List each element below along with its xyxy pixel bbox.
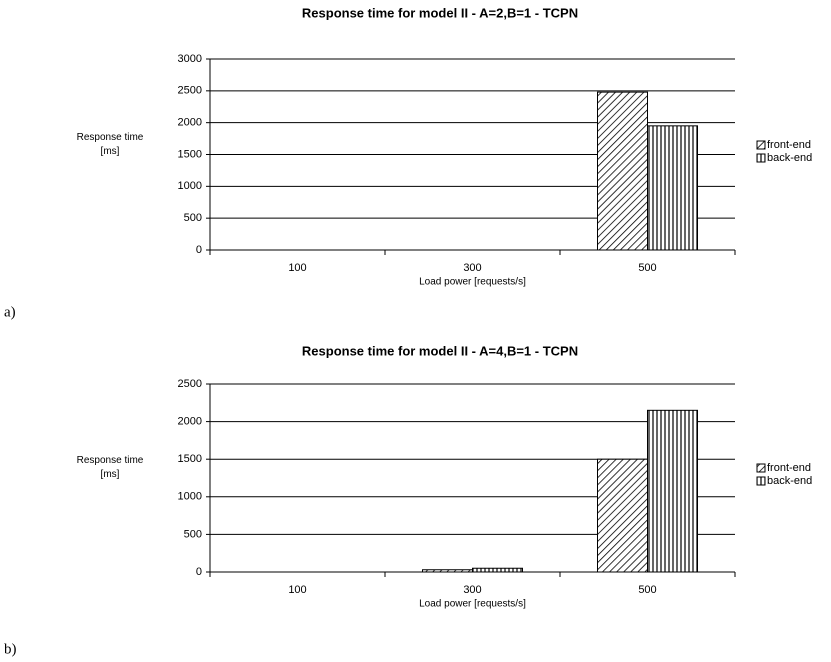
- bar: [472, 567, 523, 573]
- y-tick-label: 1500: [178, 453, 202, 465]
- y-tick-label: 0: [196, 566, 202, 578]
- panel-label: b): [4, 641, 17, 657]
- bar: [597, 458, 648, 573]
- y-tick-label: 500: [184, 212, 202, 224]
- x-tick-label: 300: [463, 262, 481, 274]
- y-tick-label: 1000: [178, 180, 202, 192]
- x-tick-label: 100: [288, 262, 306, 274]
- chart-title: Response time for model II - A=4,B=1 - T…: [302, 343, 578, 358]
- legend-swatch: [756, 153, 766, 163]
- x-tick-label: 500: [638, 262, 656, 274]
- bar: [422, 569, 473, 573]
- y-tick-label: 1000: [178, 491, 202, 503]
- y-tick-label: 2000: [178, 416, 202, 428]
- x-axis-label: Load power [requests/s]: [419, 599, 526, 610]
- y-tick-label: 2500: [178, 378, 202, 390]
- x-tick-label: 100: [288, 584, 306, 596]
- x-tick-label: 300: [463, 584, 481, 596]
- legend-label: front-end: [767, 139, 811, 151]
- x-tick-label: 500: [638, 584, 656, 596]
- legend-label: back-end: [767, 152, 812, 164]
- y-tick-label: 2500: [178, 85, 202, 97]
- y-tick-label: 2000: [178, 117, 202, 129]
- legend-swatch: [756, 140, 766, 150]
- bar: [647, 409, 698, 573]
- legend-swatch: [756, 463, 766, 473]
- y-axis-label: Response time [ms]: [76, 455, 144, 480]
- x-axis-label: Load power [requests/s]: [419, 277, 526, 288]
- y-tick-label: 1500: [178, 148, 202, 160]
- y-tick-label: 0: [196, 244, 202, 256]
- bar: [597, 91, 648, 251]
- y-axis-label: Response time [ms]: [76, 131, 144, 157]
- legend-swatch: [756, 476, 766, 486]
- y-tick-label: 500: [184, 528, 202, 540]
- bar: [647, 125, 698, 251]
- legend-label: front-end: [767, 462, 811, 474]
- y-axis-label-box: Response time [ms]: [76, 131, 144, 157]
- chart-title: Response time for model II - A=2,B=1 - T…: [302, 5, 578, 20]
- y-tick-label: 3000: [178, 53, 202, 65]
- legend-label: back-end: [767, 475, 812, 487]
- y-axis-label-box: Response time [ms]: [76, 455, 144, 480]
- panel-label: a): [4, 304, 16, 320]
